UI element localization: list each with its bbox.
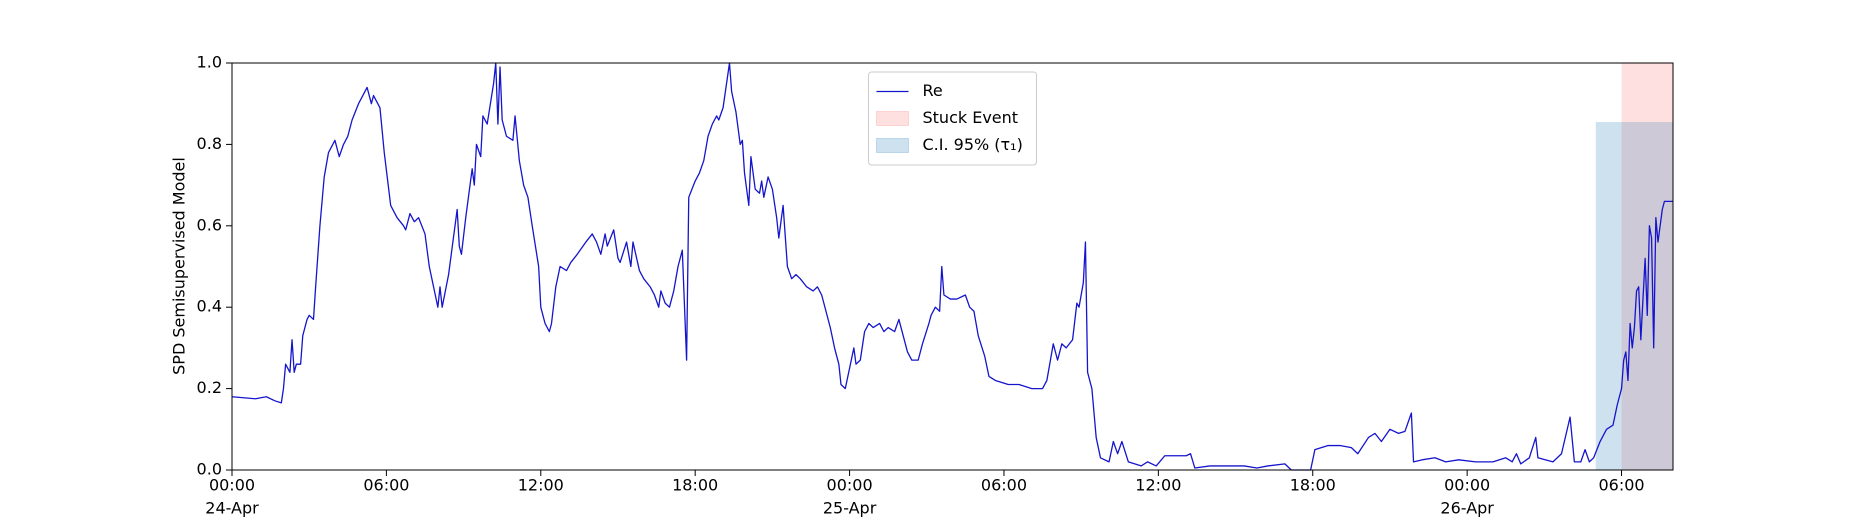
x-tick-label: 18:00	[672, 476, 718, 495]
legend-patch	[876, 138, 909, 153]
y-tick-label: 0.6	[197, 215, 222, 234]
y-tick-label: 0.0	[197, 460, 222, 479]
legend: Re Stuck Event C.I. 95% (τ₁)	[868, 71, 1037, 166]
x-tick-label: 12:00	[1135, 476, 1181, 495]
legend-label: Re	[923, 81, 943, 100]
legend-label: Stuck Event	[923, 108, 1019, 127]
y-tick-label: 0.4	[197, 297, 222, 316]
y-tick-label: 1.0	[197, 53, 222, 72]
shaded-span	[1621, 63, 1673, 470]
legend-box	[868, 71, 1037, 166]
y-tick-label: 0.2	[197, 378, 222, 397]
y-axis-label: SPD Semisupervised Model	[170, 157, 189, 375]
x-tick-label: 00:00	[1444, 476, 1490, 495]
x-tick-label: 00:00	[827, 476, 873, 495]
x-tick-label: 26-Apr	[1440, 499, 1494, 518]
data-line	[231, 62, 1673, 471]
shaded-span	[1595, 122, 1673, 470]
x-tick-label: 12:00	[518, 476, 564, 495]
x-tick-label: 25-Apr	[823, 499, 877, 518]
x-tick-label: 06:00	[981, 476, 1027, 495]
x-tick-label: 1900	[212, 522, 253, 525]
axes-frame	[231, 62, 1674, 471]
y-tick-label: 0.8	[197, 134, 222, 153]
x-tick-label: 24-Apr	[205, 499, 259, 518]
x-tick-label: 06:00	[1598, 476, 1644, 495]
x-tick-label: 06:00	[363, 476, 409, 495]
legend-patch	[876, 111, 909, 126]
legend-label: C.I. 95% (τ₁)	[923, 135, 1023, 154]
x-tick-label: 00:00	[209, 476, 255, 495]
x-tick-label: 18:00	[1290, 476, 1336, 495]
